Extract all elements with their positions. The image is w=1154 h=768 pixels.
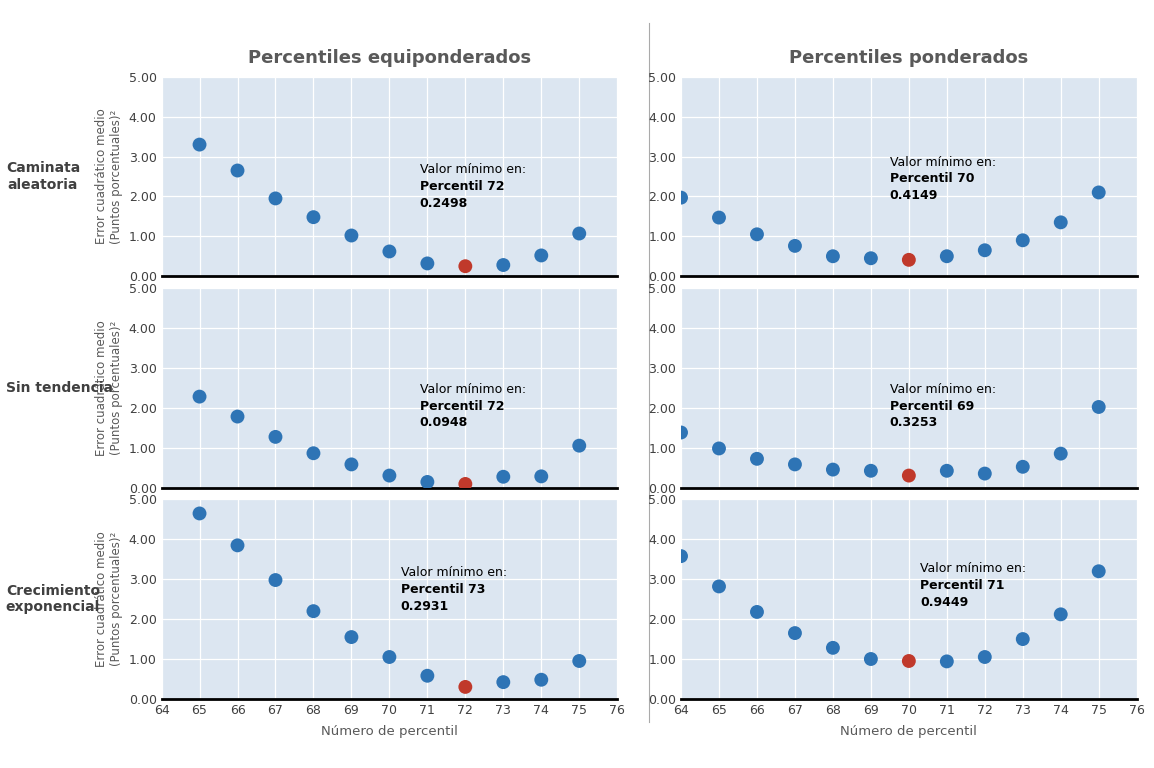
Point	[672, 426, 690, 439]
Y-axis label: Error cuadrático medio
(Puntos porcentuales)²: Error cuadrático medio (Puntos porcentua…	[95, 108, 123, 244]
Point	[1013, 633, 1032, 645]
Point	[824, 250, 842, 263]
Point	[748, 606, 766, 618]
Text: Percentil 69: Percentil 69	[890, 399, 974, 412]
Text: 0.4149: 0.4149	[890, 189, 938, 202]
Text: Crecimiento
exponencial: Crecimiento exponencial	[6, 584, 100, 614]
Point	[267, 192, 285, 204]
Text: Valor mínimo en:: Valor mínimo en:	[890, 382, 996, 396]
Point	[824, 463, 842, 475]
Point	[494, 259, 512, 271]
Point	[532, 250, 550, 262]
Point	[1051, 608, 1070, 621]
Point	[190, 508, 209, 520]
X-axis label: Número de percentil: Número de percentil	[321, 725, 458, 738]
Point	[975, 468, 994, 480]
Point	[1013, 234, 1032, 247]
Text: Valor mínimo en:: Valor mínimo en:	[420, 164, 526, 177]
Y-axis label: Error cuadrático medio
(Puntos porcentuales)²: Error cuadrático medio (Puntos porcentua…	[95, 320, 123, 455]
Point	[786, 240, 804, 252]
Text: 0.9449: 0.9449	[920, 596, 968, 609]
Point	[900, 253, 919, 266]
Point	[343, 230, 361, 242]
Point	[267, 574, 285, 586]
Point	[710, 442, 728, 455]
Text: Percentil 72: Percentil 72	[420, 180, 504, 194]
Point	[786, 458, 804, 471]
Point	[1089, 565, 1108, 578]
Point	[228, 164, 247, 177]
Point	[1013, 461, 1032, 473]
Point	[343, 458, 361, 471]
Point	[748, 452, 766, 465]
Point	[494, 471, 512, 483]
Text: Valor mínimo en:: Valor mínimo en:	[420, 382, 526, 396]
Point	[975, 244, 994, 257]
Point	[862, 465, 881, 477]
Text: Percentil 71: Percentil 71	[920, 579, 1005, 592]
Text: Percentil 72: Percentil 72	[420, 399, 504, 412]
Point	[532, 470, 550, 482]
Point	[862, 252, 881, 264]
Point	[190, 390, 209, 402]
Point	[228, 410, 247, 422]
Point	[1089, 401, 1108, 413]
Point	[456, 260, 474, 273]
X-axis label: Número de percentil: Número de percentil	[840, 725, 977, 738]
Point	[418, 670, 436, 682]
Point	[267, 431, 285, 443]
Point	[900, 469, 919, 482]
Point	[228, 539, 247, 551]
Point	[786, 627, 804, 639]
Text: Sin tendencia: Sin tendencia	[6, 381, 113, 395]
Text: Valor mínimo en:: Valor mínimo en:	[400, 566, 507, 579]
Point	[937, 250, 956, 263]
Point	[305, 605, 323, 617]
Point	[305, 211, 323, 223]
Point	[418, 476, 436, 488]
Point	[418, 257, 436, 270]
Title: Percentiles ponderados: Percentiles ponderados	[789, 49, 1028, 67]
Point	[380, 469, 398, 482]
Text: 0.0948: 0.0948	[420, 416, 469, 429]
Point	[824, 642, 842, 654]
Point	[900, 655, 919, 667]
Point	[710, 211, 728, 223]
Text: Valor mínimo en:: Valor mínimo en:	[890, 155, 996, 168]
Point	[190, 138, 209, 151]
Point	[937, 655, 956, 667]
Point	[862, 653, 881, 665]
Point	[672, 550, 690, 562]
Text: Percentil 73: Percentil 73	[400, 583, 485, 596]
Point	[1051, 448, 1070, 460]
Point	[937, 465, 956, 477]
Text: Percentil 70: Percentil 70	[890, 172, 974, 185]
Text: 0.2498: 0.2498	[420, 197, 469, 210]
Point	[1089, 187, 1108, 199]
Point	[672, 191, 690, 204]
Title: Percentiles equiponderados: Percentiles equiponderados	[248, 49, 531, 67]
Y-axis label: Error cuadrático medio
(Puntos porcentuales)²: Error cuadrático medio (Puntos porcentua…	[95, 531, 123, 667]
Point	[494, 676, 512, 688]
Point	[570, 655, 589, 667]
Text: Valor mínimo en:: Valor mínimo en:	[920, 562, 1026, 575]
Point	[532, 674, 550, 686]
Text: 0.2931: 0.2931	[400, 600, 449, 613]
Point	[570, 227, 589, 240]
Point	[380, 245, 398, 257]
Point	[1051, 217, 1070, 229]
Text: 0.3253: 0.3253	[890, 416, 938, 429]
Point	[456, 478, 474, 490]
Point	[975, 650, 994, 663]
Point	[748, 228, 766, 240]
Point	[305, 447, 323, 459]
Point	[456, 680, 474, 693]
Text: Caminata
aleatoria: Caminata aleatoria	[6, 161, 80, 191]
Point	[343, 631, 361, 644]
Point	[710, 581, 728, 593]
Point	[380, 650, 398, 663]
Point	[570, 439, 589, 452]
